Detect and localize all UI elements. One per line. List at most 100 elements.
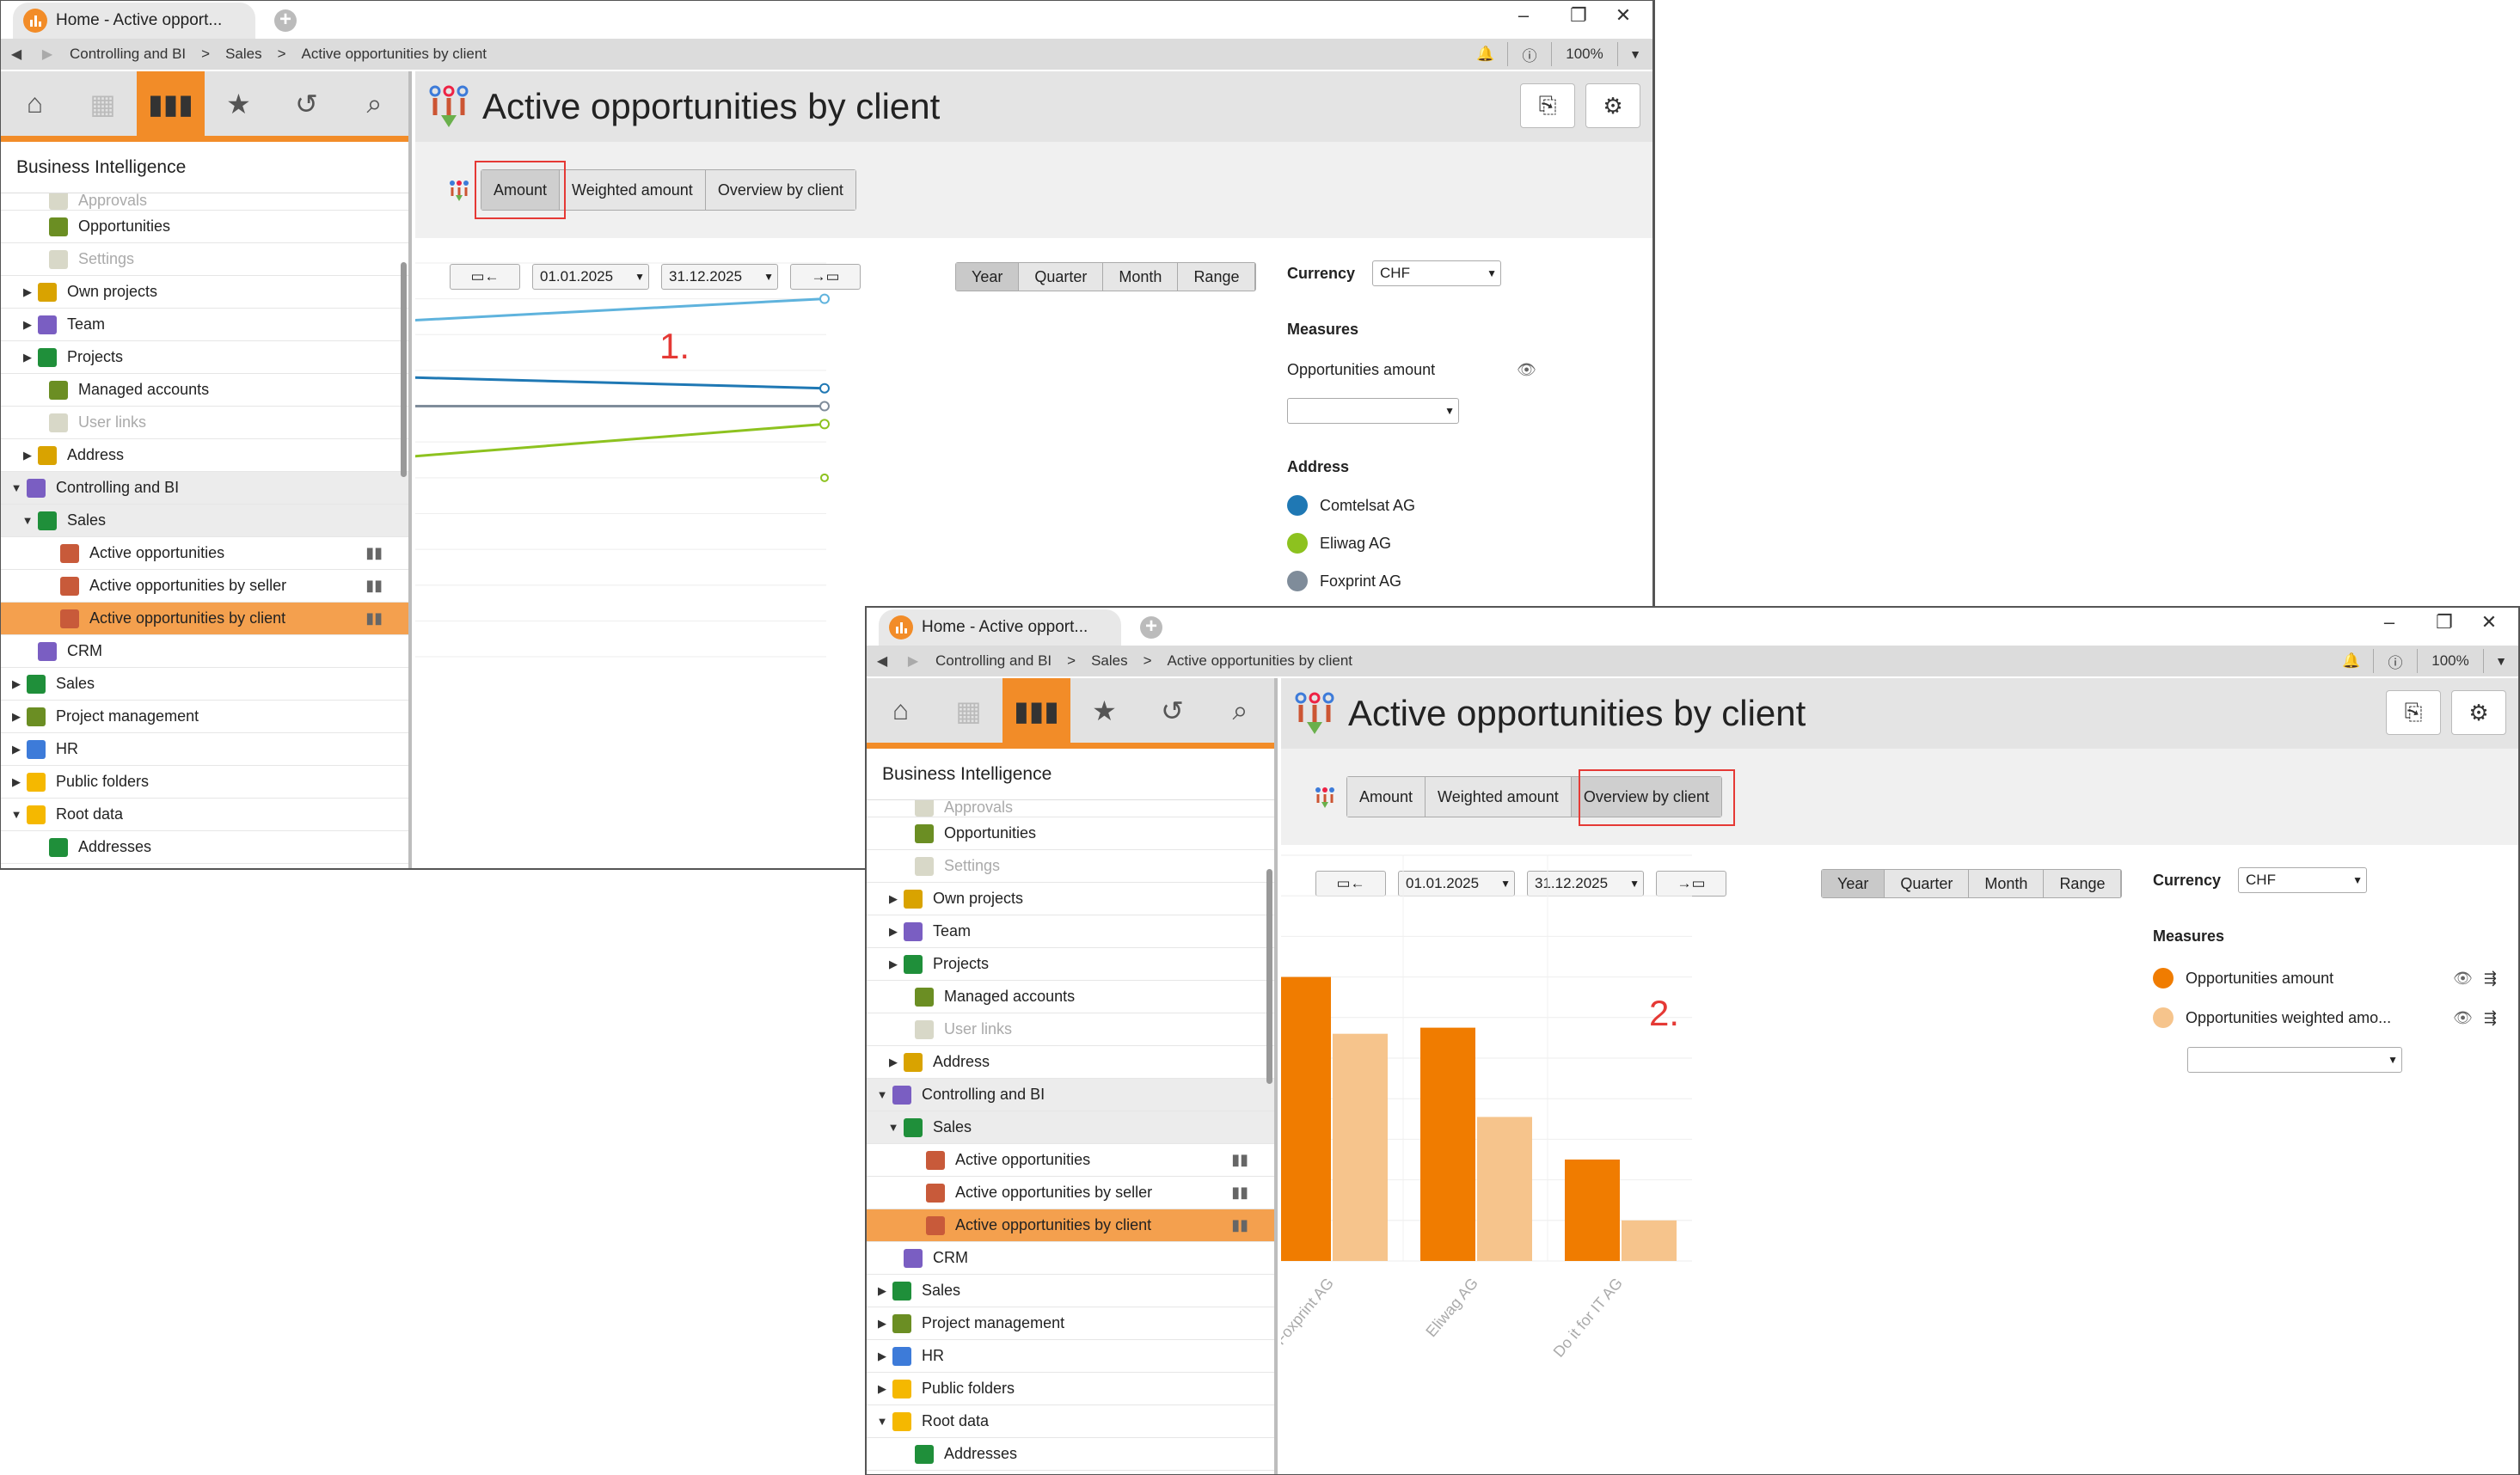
- sidebar-item[interactable]: ▼ Sales: [1, 505, 408, 537]
- date-from-field[interactable]: 01.01.2025 ▼: [532, 264, 649, 290]
- export-button[interactable]: ⎘: [1520, 83, 1575, 128]
- period-month[interactable]: Month: [1103, 263, 1179, 291]
- sidebar-item[interactable]: User links: [1, 407, 408, 439]
- bar-chart-icon[interactable]: ▮▮: [1231, 1216, 1248, 1233]
- sidebar-item[interactable]: Active opportunities by client ▮▮: [867, 1209, 1274, 1242]
- export-button[interactable]: ⎘: [2386, 690, 2441, 735]
- sidebar-item[interactable]: Active opportunities by client ▮▮: [1, 603, 408, 635]
- period-quarter[interactable]: Quarter: [1019, 263, 1104, 291]
- date-from-field[interactable]: 01.01.2025 ▼: [1398, 871, 1515, 897]
- sidebar-item[interactable]: User links: [867, 1013, 1274, 1046]
- tab-overview-by-client[interactable]: Overview by client: [1571, 777, 1721, 817]
- back-icon[interactable]: ◀: [876, 654, 888, 669]
- sidebar-item[interactable]: Active opportunities by seller ▮▮: [867, 1177, 1274, 1209]
- chevron-down-icon[interactable]: ▼: [1629, 47, 1641, 61]
- collapse-icon[interactable]: ▼: [21, 514, 34, 527]
- search-icon[interactable]: ⌕: [1232, 694, 1248, 725]
- bar-chart-icon[interactable]: ▮▮▮: [1002, 678, 1070, 743]
- sidebar-scrollbar[interactable]: [1266, 869, 1272, 1084]
- next-period-button[interactable]: →▭: [790, 264, 861, 290]
- chevron-down-icon[interactable]: ▼: [2495, 654, 2507, 668]
- sidebar-item[interactable]: ▶ Team: [1, 309, 408, 341]
- period-year[interactable]: Year: [956, 263, 1020, 291]
- tab-amount[interactable]: Amount: [481, 170, 561, 210]
- expand-icon[interactable]: ▶: [878, 1316, 886, 1330]
- tab-amount[interactable]: Amount: [1347, 777, 1426, 817]
- close-icon[interactable]: ✕: [2480, 611, 2498, 633]
- currency-select[interactable]: CHF ▼: [1372, 260, 1502, 286]
- expand-icon[interactable]: ▶: [12, 774, 21, 788]
- calendar-icon[interactable]: ▦: [89, 88, 116, 119]
- sidebar-item[interactable]: ▶ Public folders: [1, 766, 408, 799]
- eye-icon[interactable]: 👁: [2453, 969, 2473, 987]
- info-icon[interactable]: ⓘ: [2388, 654, 2403, 671]
- settings-button[interactable]: ⚙: [2451, 690, 2506, 735]
- previous-period-button[interactable]: ▭←: [450, 264, 520, 290]
- history-icon[interactable]: ↺: [295, 88, 318, 119]
- expand-icon[interactable]: ▶: [12, 742, 21, 756]
- bell-icon[interactable]: 🔔: [1476, 46, 1495, 62]
- expand-icon[interactable]: ▶: [889, 957, 898, 970]
- sidebar-item[interactable]: Approvals: [867, 800, 1274, 817]
- measure-item[interactable]: Opportunities weighted amo... 👁 ⇶: [2153, 1007, 2497, 1028]
- bar-chart-icon[interactable]: ▮▮: [1231, 1151, 1248, 1168]
- period-quarter[interactable]: Quarter: [1885, 870, 1970, 897]
- bar-chart-icon[interactable]: ▮▮: [1231, 1184, 1248, 1201]
- collapse-icon[interactable]: ▼: [876, 1088, 888, 1101]
- zoom-level[interactable]: 100%: [1566, 46, 1603, 62]
- collapse-icon[interactable]: ▼: [887, 1121, 899, 1134]
- sidebar-item[interactable]: Active opportunities ▮▮: [867, 1144, 1274, 1177]
- bar[interactable]: [1477, 1117, 1532, 1261]
- close-icon[interactable]: ✕: [1615, 4, 1632, 26]
- bar-chart-icon[interactable]: ▮▮▮: [137, 71, 205, 136]
- star-icon[interactable]: ★: [226, 88, 251, 119]
- expand-icon[interactable]: ▶: [889, 891, 898, 905]
- expand-icon[interactable]: ▶: [878, 1283, 886, 1297]
- sidebar-item[interactable]: ▶ Public folders: [867, 1373, 1274, 1405]
- collapse-icon[interactable]: ▼: [876, 1415, 888, 1428]
- minimize-icon[interactable]: –: [2383, 611, 2395, 633]
- sidebar-item[interactable]: ▶ HR: [867, 1340, 1274, 1373]
- expand-icon[interactable]: ▶: [889, 924, 898, 938]
- currency-select[interactable]: CHF ▼: [2238, 867, 2368, 893]
- legend-item[interactable]: Foxprint AG: [1287, 571, 1631, 591]
- sidebar-item[interactable]: ▼ Root data: [1, 799, 408, 831]
- sidebar-item[interactable]: ▶ Project management: [1, 701, 408, 733]
- sidebar-item[interactable]: Settings: [867, 850, 1274, 883]
- sidebar-item[interactable]: Opportunities: [1, 211, 408, 243]
- bar[interactable]: [1333, 1033, 1388, 1261]
- expand-icon[interactable]: ▶: [12, 676, 21, 690]
- new-tab-icon[interactable]: +: [274, 9, 297, 32]
- sort-icon[interactable]: ⇶: [2483, 969, 2497, 987]
- data-point[interactable]: [819, 383, 830, 394]
- sidebar-item[interactable]: ▶ Team: [867, 915, 1274, 948]
- sidebar-item[interactable]: ▶ Address: [867, 1046, 1274, 1079]
- sidebar-item[interactable]: ▶ Sales: [1, 668, 408, 701]
- expand-icon[interactable]: ▶: [878, 1381, 886, 1395]
- sidebar-item[interactable]: Managed accounts: [1, 374, 408, 407]
- browser-tab[interactable]: Home - Active opport...: [879, 609, 1121, 646]
- sidebar-item[interactable]: ▶ Projects: [1, 341, 408, 374]
- sidebar-item[interactable]: Settings: [1, 243, 408, 276]
- add-measure-select[interactable]: ▼: [2187, 1047, 2402, 1073]
- sidebar-item[interactable]: Managed accounts: [867, 981, 1274, 1013]
- browser-tab[interactable]: Home - Active opport...: [13, 3, 255, 39]
- search-icon[interactable]: ⌕: [366, 87, 383, 119]
- breadcrumb-item[interactable]: Controlling and BI: [935, 652, 1052, 669]
- add-measure-select[interactable]: ▼: [1287, 398, 1459, 424]
- bar-chart-icon[interactable]: ▮▮: [365, 544, 383, 561]
- sort-icon[interactable]: ⇶: [2483, 1008, 2497, 1026]
- sidebar-item[interactable]: ▶ Project management: [867, 1307, 1274, 1340]
- forward-icon[interactable]: ▶: [907, 654, 919, 669]
- sidebar-item[interactable]: Active opportunities ▮▮: [1, 537, 408, 570]
- data-point[interactable]: [819, 419, 830, 430]
- home-icon[interactable]: ⌂: [892, 695, 910, 725]
- data-point[interactable]: [819, 401, 830, 412]
- breadcrumb-item[interactable]: Active opportunities by client: [301, 46, 487, 62]
- collapse-icon[interactable]: ▼: [10, 808, 22, 821]
- sidebar-item[interactable]: ▶ Own projects: [1, 276, 408, 309]
- sidebar-item[interactable]: Opportunities: [867, 817, 1274, 850]
- back-icon[interactable]: ◀: [10, 47, 22, 62]
- expand-icon[interactable]: ▶: [889, 1055, 898, 1068]
- period-month[interactable]: Month: [1969, 870, 2045, 897]
